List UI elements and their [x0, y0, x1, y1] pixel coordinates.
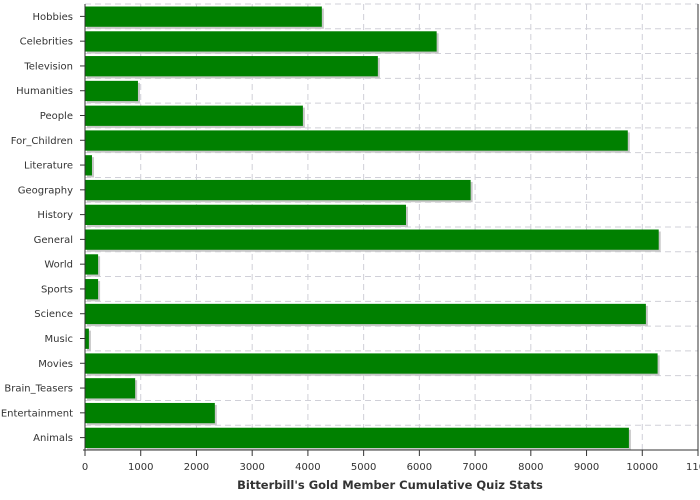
bar-world [85, 254, 99, 275]
category-label: Entertainment [1, 408, 73, 419]
chart-title: Bitterbill's Gold Member Cumulative Quiz… [237, 478, 543, 492]
category-label: History [37, 210, 73, 221]
x-tick-label: 5000 [351, 462, 376, 473]
bar-movies [85, 353, 658, 374]
x-tick-label: 6000 [407, 462, 432, 473]
bar-general [85, 229, 659, 250]
x-tick-label: 0 [82, 462, 88, 473]
x-tick-label: 2000 [184, 462, 209, 473]
bar-animals [85, 427, 629, 448]
bar-hobbies [85, 6, 322, 27]
category-label: Music [45, 334, 73, 345]
x-tick-label: 1000 [128, 462, 153, 473]
category-label: Celebrities [20, 37, 73, 48]
labels: Hobbies Celebrities Television Humanities Pe… [1, 12, 700, 473]
category-label: Brain_Teasers [4, 384, 73, 395]
bar-celebrities [85, 31, 437, 52]
category-label: World [44, 260, 73, 271]
x-tick-label: 10000 [626, 462, 658, 473]
bar-geography [85, 179, 471, 201]
bar-history [85, 204, 406, 225]
bar-brain_teasers [85, 378, 136, 399]
x-tick-label: 3000 [239, 462, 264, 473]
x-tick-label: 1100 [686, 462, 700, 473]
bar-people [85, 105, 303, 126]
x-tick-label: 9000 [574, 462, 599, 473]
bar-for_children [85, 130, 628, 151]
bar-shadow [87, 330, 91, 351]
category-label: Humanities [16, 86, 73, 97]
x-tick-label: 7000 [462, 462, 487, 473]
category-label: Sports [41, 284, 73, 295]
category-label: Hobbies [33, 12, 73, 23]
bar-sports [85, 279, 99, 300]
bar-science [85, 303, 646, 325]
category-label: For_Children [11, 136, 73, 147]
x-tick-label: 4000 [295, 462, 320, 473]
bar-literature [85, 155, 92, 176]
bar-music [85, 328, 89, 349]
bar-television [85, 56, 378, 77]
category-label: Animals [33, 433, 73, 444]
category-label: Television [23, 61, 73, 72]
category-label: Movies [38, 359, 73, 370]
bar-humanities [85, 80, 138, 102]
axes [80, 4, 699, 456]
x-tick-label: 8000 [518, 462, 543, 473]
bar-entertainment [85, 402, 215, 424]
category-label: General [34, 235, 73, 246]
category-label: People [40, 111, 73, 122]
bars [85, 6, 661, 450]
category-label: Literature [24, 161, 73, 172]
category-label: Science [34, 309, 73, 320]
category-label: Geography [18, 185, 73, 196]
